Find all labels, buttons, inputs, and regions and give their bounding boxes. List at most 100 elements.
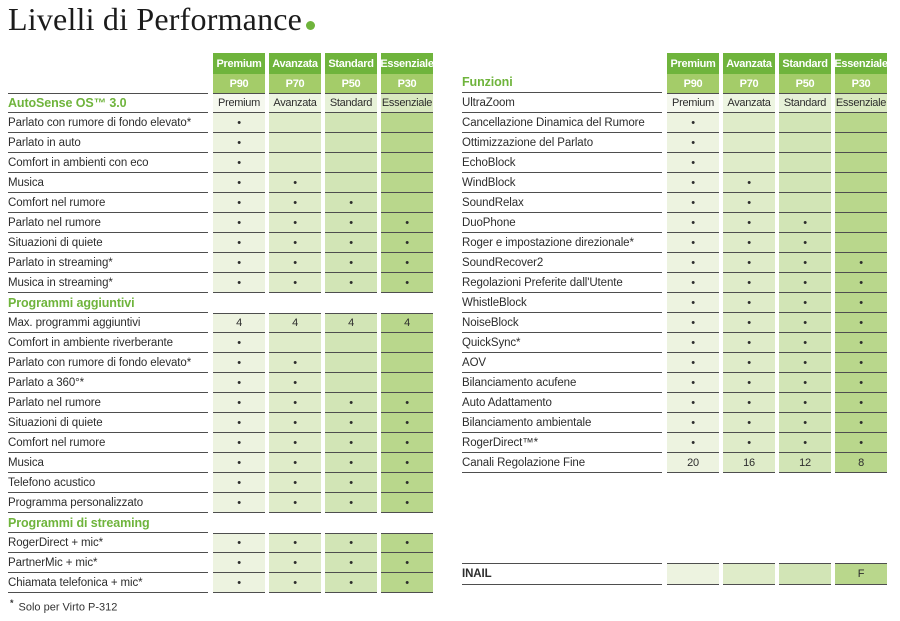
table-row: Parlato in streaming* • • • • [8, 253, 433, 273]
value-cell [779, 193, 831, 213]
value-cell: • [381, 493, 433, 513]
table-row: DuoPhone • • • [462, 213, 891, 233]
table-row: PartnerMic + mic* • • • • [8, 553, 433, 573]
value-cell: • [723, 193, 775, 213]
value-cell: • [213, 533, 265, 553]
value-cell: • [381, 453, 433, 473]
value-cell [723, 563, 775, 585]
value-cell: • [381, 413, 433, 433]
table-row: Programmi di streaming [8, 513, 433, 533]
value-cell: • [213, 373, 265, 393]
value-cell [381, 153, 433, 173]
value-cell [835, 113, 887, 133]
value-cell: • [779, 253, 831, 273]
value-cell: • [325, 553, 377, 573]
value-cell: • [269, 413, 321, 433]
level-header: Avanzata P70 [269, 53, 321, 93]
value-cell [325, 113, 377, 133]
value-cell: • [381, 233, 433, 253]
table-row: SoundRecover2 • • • • [462, 253, 891, 273]
value-cell: • [723, 413, 775, 433]
level-header: Standard P50 [325, 53, 377, 93]
column-gap [381, 513, 433, 533]
section-title: Programmi aggiuntivi [8, 293, 208, 313]
value-cell: Avanzata [723, 93, 775, 113]
value-cell: • [381, 253, 433, 273]
row-label: AOV [462, 353, 662, 373]
table-row: Parlato nel rumore • • • • [8, 213, 433, 233]
value-cell: • [381, 473, 433, 493]
value-cell: • [667, 233, 719, 253]
level-header: Essenziale P30 [380, 53, 434, 93]
level-code: P70 [269, 74, 321, 93]
value-cell: • [213, 133, 265, 153]
row-label: WindBlock [462, 173, 662, 193]
value-cell: 4 [269, 313, 321, 333]
level-code: P30 [835, 74, 887, 93]
value-cell: • [213, 473, 265, 493]
value-cell: • [667, 313, 719, 333]
value-cell: • [213, 113, 265, 133]
value-cell: • [779, 233, 831, 253]
value-cell [779, 563, 831, 585]
spacer [462, 473, 891, 563]
table-row: Situazioni di quiete • • • • [8, 233, 433, 253]
table-row: Programmi aggiuntivi [8, 293, 433, 313]
row-label: UltraZoom [462, 93, 662, 113]
value-cell: • [213, 433, 265, 453]
value-cell: 8 [835, 453, 887, 473]
row-label: Cancellazione Dinamica del Rumore [462, 113, 662, 133]
table-row: EchoBlock • [462, 153, 891, 173]
table-row: Parlato a 360°* • • [8, 373, 433, 393]
value-cell: • [381, 553, 433, 573]
value-cell: • [381, 213, 433, 233]
row-label: EchoBlock [462, 153, 662, 173]
table-row: Auto Adattamento • • • • [462, 393, 891, 413]
value-cell: • [723, 313, 775, 333]
table-row: Max. programmi aggiuntivi 4 4 4 4 [8, 313, 433, 333]
value-cell: • [779, 313, 831, 333]
row-label: Parlato in streaming* [8, 253, 208, 273]
row-label: Situazioni di quiete [8, 233, 208, 253]
level-header: Premium P90 [667, 53, 719, 93]
column-gap [213, 513, 265, 533]
value-cell: Essenziale [835, 93, 887, 113]
value-cell: • [269, 473, 321, 493]
value-cell: • [779, 433, 831, 453]
value-cell: • [779, 393, 831, 413]
table-row: Telefono acustico • • • • [8, 473, 433, 493]
table-row: QuickSync* • • • • [462, 333, 891, 353]
value-cell: • [667, 253, 719, 273]
value-cell: • [667, 173, 719, 193]
row-label: DuoPhone [462, 213, 662, 233]
level-code: P90 [667, 74, 719, 93]
value-cell: • [269, 393, 321, 413]
value-cell [723, 113, 775, 133]
value-cell [835, 213, 887, 233]
level-code: P50 [325, 74, 377, 93]
row-label: Situazioni di quiete [8, 413, 208, 433]
value-cell: 4 [381, 313, 433, 333]
table-row: Ottimizzazione del Parlato • [462, 133, 891, 153]
value-cell: • [325, 413, 377, 433]
value-cell: • [667, 153, 719, 173]
row-label: Parlato a 360°* [8, 373, 208, 393]
value-cell [381, 193, 433, 213]
value-cell: • [269, 533, 321, 553]
row-label: Comfort in ambiente riverberante [8, 333, 208, 353]
value-cell: • [269, 573, 321, 593]
value-cell: • [269, 553, 321, 573]
value-cell: • [213, 393, 265, 413]
value-cell [779, 113, 831, 133]
value-cell: • [213, 173, 265, 193]
level-name: Avanzata [269, 53, 321, 74]
value-cell [779, 133, 831, 153]
value-cell: • [779, 373, 831, 393]
value-cell: • [835, 293, 887, 313]
page-title-text: Livelli di Performance [8, 1, 303, 37]
level-header: Standard P50 [779, 53, 831, 93]
value-cell: • [835, 393, 887, 413]
row-label: RogerDirect + mic* [8, 533, 208, 553]
value-cell: • [325, 453, 377, 473]
level-header: Premium P90 [213, 53, 265, 93]
